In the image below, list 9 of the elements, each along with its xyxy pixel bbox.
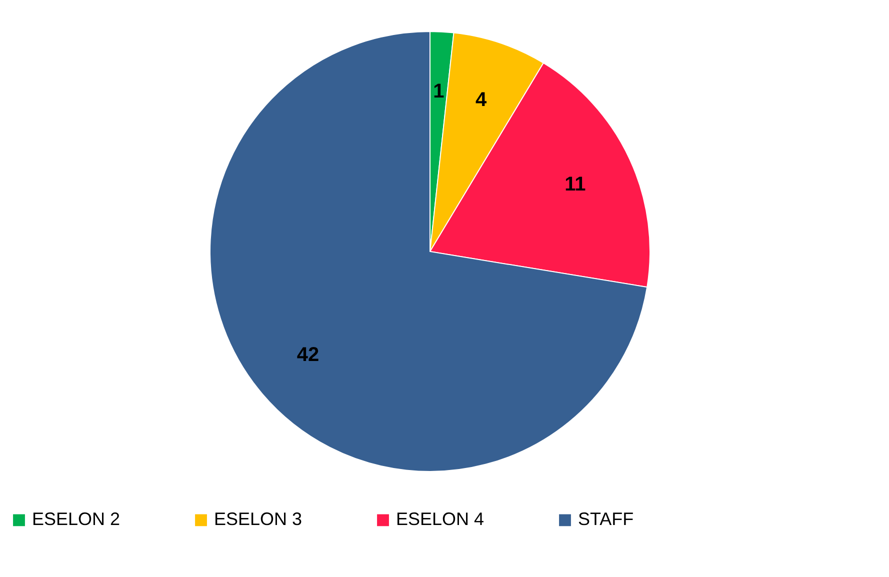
legend-label: ESELON 3 — [214, 509, 302, 530]
data-label: 42 — [296, 344, 320, 366]
data-label: 4 — [476, 88, 488, 111]
pie-slice — [210, 31, 648, 472]
data-label: 11 — [564, 173, 586, 196]
legend-label: STAFF — [578, 509, 634, 530]
legend-label: ESELON 4 — [396, 509, 484, 530]
data-label: 1 — [433, 80, 444, 103]
legend-label: ESELON 2 — [32, 509, 120, 530]
